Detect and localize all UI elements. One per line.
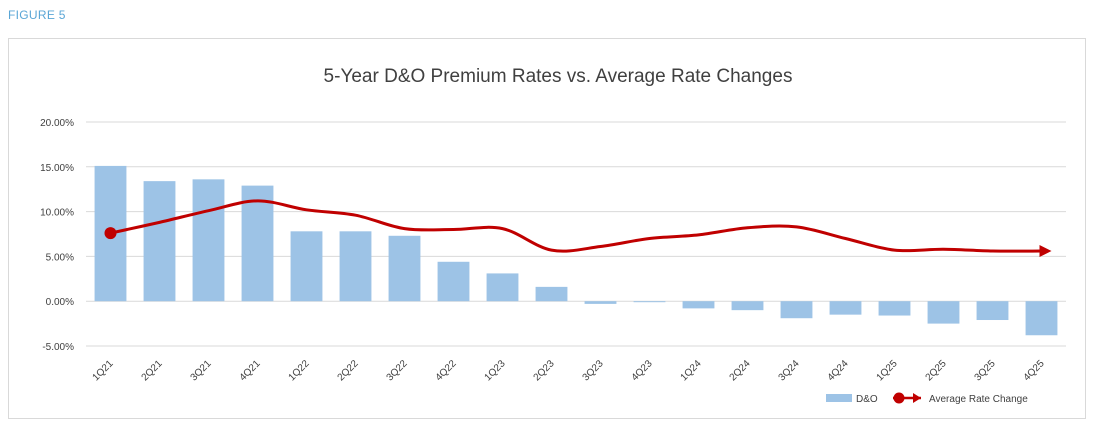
y-tick-label: 20.00% [40,118,74,129]
bar [535,286,568,302]
legend-label-avg: Average Rate Change [929,394,1028,405]
x-axis: 1Q21 2Q21 3Q21 4Q21 1Q22 2Q22 3Q22 4Q22 1Q23 2Q23… [91,358,1047,383]
legend: D&O Average Rate Change [826,392,1028,405]
x-tick-label: 1Q21 [91,358,116,383]
x-tick-label: 4Q21 [238,358,263,383]
x-tick-label: 1Q24 [679,358,704,383]
bar [1025,301,1058,336]
x-tick-label: 3Q24 [777,358,802,383]
x-tick-label: 3Q21 [189,358,214,383]
y-tick-label: 0.00% [46,297,74,308]
bar [339,231,372,302]
bar [143,181,176,302]
average-rate-line [110,199,1042,253]
bar [731,301,764,311]
x-tick-label: 2Q24 [728,358,753,383]
bar [486,273,519,302]
x-tick-label: 2Q22 [336,358,361,383]
x-tick-label: 4Q25 [1022,358,1047,383]
x-tick-label: 1Q25 [875,358,900,383]
bar [388,235,421,302]
line-start-marker [104,227,117,240]
bar [241,185,274,302]
x-tick-label: 2Q23 [532,358,557,383]
bar [633,301,666,303]
x-tick-label: 4Q22 [434,358,459,383]
x-tick-label: 3Q23 [581,358,606,383]
x-tick-label: 4Q24 [826,358,851,383]
legend-marker-dot [893,392,905,404]
bar [927,301,960,324]
bar [290,231,323,302]
x-tick-label: 1Q23 [483,358,508,383]
legend-marker-arrow [913,393,921,403]
legend-swatch-do [826,394,852,402]
figure-label: FIGURE 5 [8,8,66,22]
bar [437,261,470,302]
chart-frame [8,38,1086,419]
x-tick-label: 1Q22 [287,358,312,383]
x-tick-label: 3Q22 [385,358,410,383]
bar [192,179,225,302]
bar [829,301,862,315]
x-tick-label: 2Q25 [924,358,949,383]
legend-label-do: D&O [856,394,878,405]
bar [584,301,617,304]
y-tick-label: 10.00% [40,208,74,219]
bar [780,301,813,319]
bar [878,301,911,316]
line-series [104,199,1052,258]
chart-title: 5-Year D&O Premium Rates vs. Average Rat… [324,66,793,87]
line-end-arrow [1039,245,1052,258]
x-tick-label: 4Q23 [630,358,655,383]
y-axis: 20.00% 15.00% 10.00% 5.00% 0.00% -5.00% [40,118,74,353]
x-tick-label: 2Q21 [140,358,165,383]
y-tick-label: 15.00% [40,163,74,174]
y-tick-label: -5.00% [42,342,74,353]
x-tick-label: 3Q25 [973,358,998,383]
bar [682,301,715,309]
bar [976,301,1009,321]
gridlines [86,121,1066,347]
y-tick-label: 5.00% [46,252,74,263]
